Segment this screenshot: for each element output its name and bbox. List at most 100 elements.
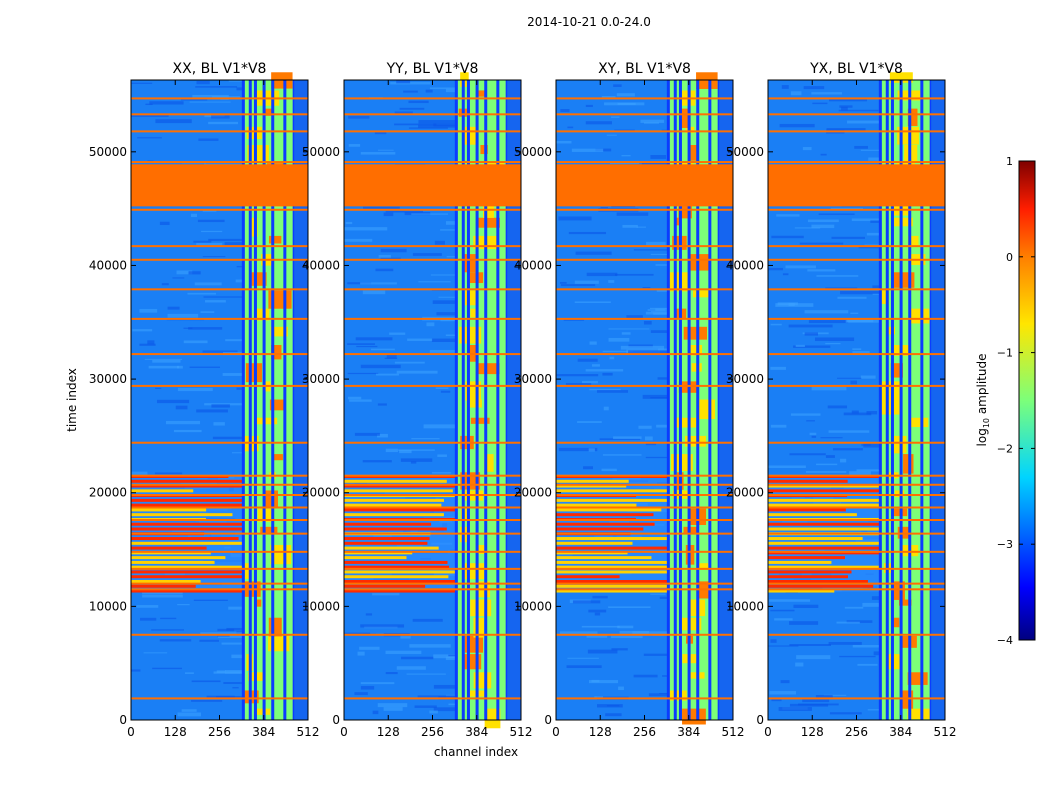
noise-streak (228, 80, 245, 82)
noise-streak (846, 620, 873, 623)
noise-streak (591, 679, 600, 683)
noise-streak (159, 221, 170, 226)
bright-row (344, 584, 426, 588)
noise-streak (362, 460, 392, 463)
noise-streak (149, 101, 184, 105)
noise-streak (396, 370, 438, 374)
noise-streak (560, 284, 596, 287)
flagged-block (556, 164, 733, 207)
band-column-line (890, 80, 894, 720)
band-column-line (673, 80, 677, 720)
noise-streak (781, 85, 789, 89)
noise-streak (640, 119, 665, 123)
noise-streak (808, 320, 849, 324)
noise-streak (191, 680, 221, 683)
band-blob (271, 345, 282, 360)
noise-streak (589, 388, 621, 391)
y-tick-label: 40000 (514, 258, 552, 272)
noise-streak (769, 691, 797, 695)
noise-streak (429, 349, 474, 353)
flagged-block (344, 164, 521, 207)
colorbar-tick-label: −2 (997, 442, 1013, 455)
noise-streak (412, 253, 442, 256)
flagged-row (344, 384, 521, 387)
bright-row (131, 580, 201, 583)
noise-streak (145, 103, 153, 106)
band-edge (931, 80, 945, 720)
band-column-line (461, 80, 465, 720)
noise-streak (399, 450, 412, 454)
bright-row (131, 584, 196, 588)
noise-streak (345, 221, 353, 225)
noise-streak (202, 350, 238, 353)
noise-streak (378, 254, 391, 258)
noise-streak (840, 291, 882, 295)
noise-streak (183, 340, 208, 344)
noise-streak (348, 115, 370, 119)
noise-streak (356, 345, 378, 348)
band-blob (470, 599, 492, 617)
noise-streak (827, 405, 848, 409)
noise-streak (814, 337, 855, 342)
bright-row (768, 589, 835, 593)
x-tick-label: 256 (845, 725, 868, 739)
bright-row (344, 560, 448, 564)
noise-streak (347, 372, 379, 375)
bright-row (768, 584, 874, 588)
band-column-line (253, 80, 257, 720)
bright-row (131, 489, 194, 493)
band-blob (907, 708, 931, 720)
y-tick-label: 20000 (89, 486, 127, 500)
noise-streak (799, 242, 844, 245)
y-tick-label: 10000 (726, 599, 764, 613)
noise-streak (575, 251, 612, 255)
noise-streak (435, 387, 449, 389)
band-column-line (466, 80, 470, 720)
noise-streak (177, 712, 202, 717)
band-edge (719, 80, 733, 720)
bright-row (556, 584, 678, 588)
flagged-row (344, 161, 521, 164)
flagged-row (344, 532, 521, 535)
flagged-row (768, 474, 945, 477)
flagged-row (344, 494, 521, 496)
y-tick-label: 0 (119, 713, 127, 727)
flagged-block (768, 164, 945, 207)
noise-streak (602, 372, 613, 376)
noise-streak (794, 227, 821, 229)
noise-streak (563, 319, 585, 321)
noise-streak (770, 323, 782, 326)
noise-streak (770, 366, 786, 370)
noise-streak (347, 343, 375, 345)
noise-streak (192, 94, 229, 98)
bright-row (556, 484, 627, 488)
noise-streak (417, 695, 458, 698)
noise-streak (857, 663, 878, 666)
flagged-row (344, 245, 521, 248)
noise-streak (155, 387, 162, 389)
band-blob (680, 617, 702, 631)
figure-suptitle: 2014-10-21 0.0-24.0 (527, 15, 651, 29)
noise-streak (633, 674, 658, 678)
noise-streak (558, 447, 598, 452)
flagged-row (768, 317, 945, 320)
noise-streak (377, 403, 387, 406)
bright-row (344, 589, 473, 593)
flagged-row (768, 113, 945, 116)
flagged-row (556, 532, 733, 535)
noise-streak (626, 315, 643, 318)
noise-streak (152, 359, 181, 363)
noise-streak (558, 216, 592, 221)
x-tick-label: 512 (297, 725, 320, 739)
noise-streak (385, 650, 422, 655)
band-blob (682, 708, 706, 725)
bright-row (556, 522, 655, 526)
noise-streak (196, 81, 210, 85)
noise-streak (802, 147, 812, 151)
noise-streak (789, 703, 829, 707)
noise-streak (608, 606, 651, 609)
bright-row (768, 508, 846, 512)
flagged-row (768, 258, 945, 261)
noise-streak (408, 100, 429, 104)
noise-streak (807, 219, 839, 223)
